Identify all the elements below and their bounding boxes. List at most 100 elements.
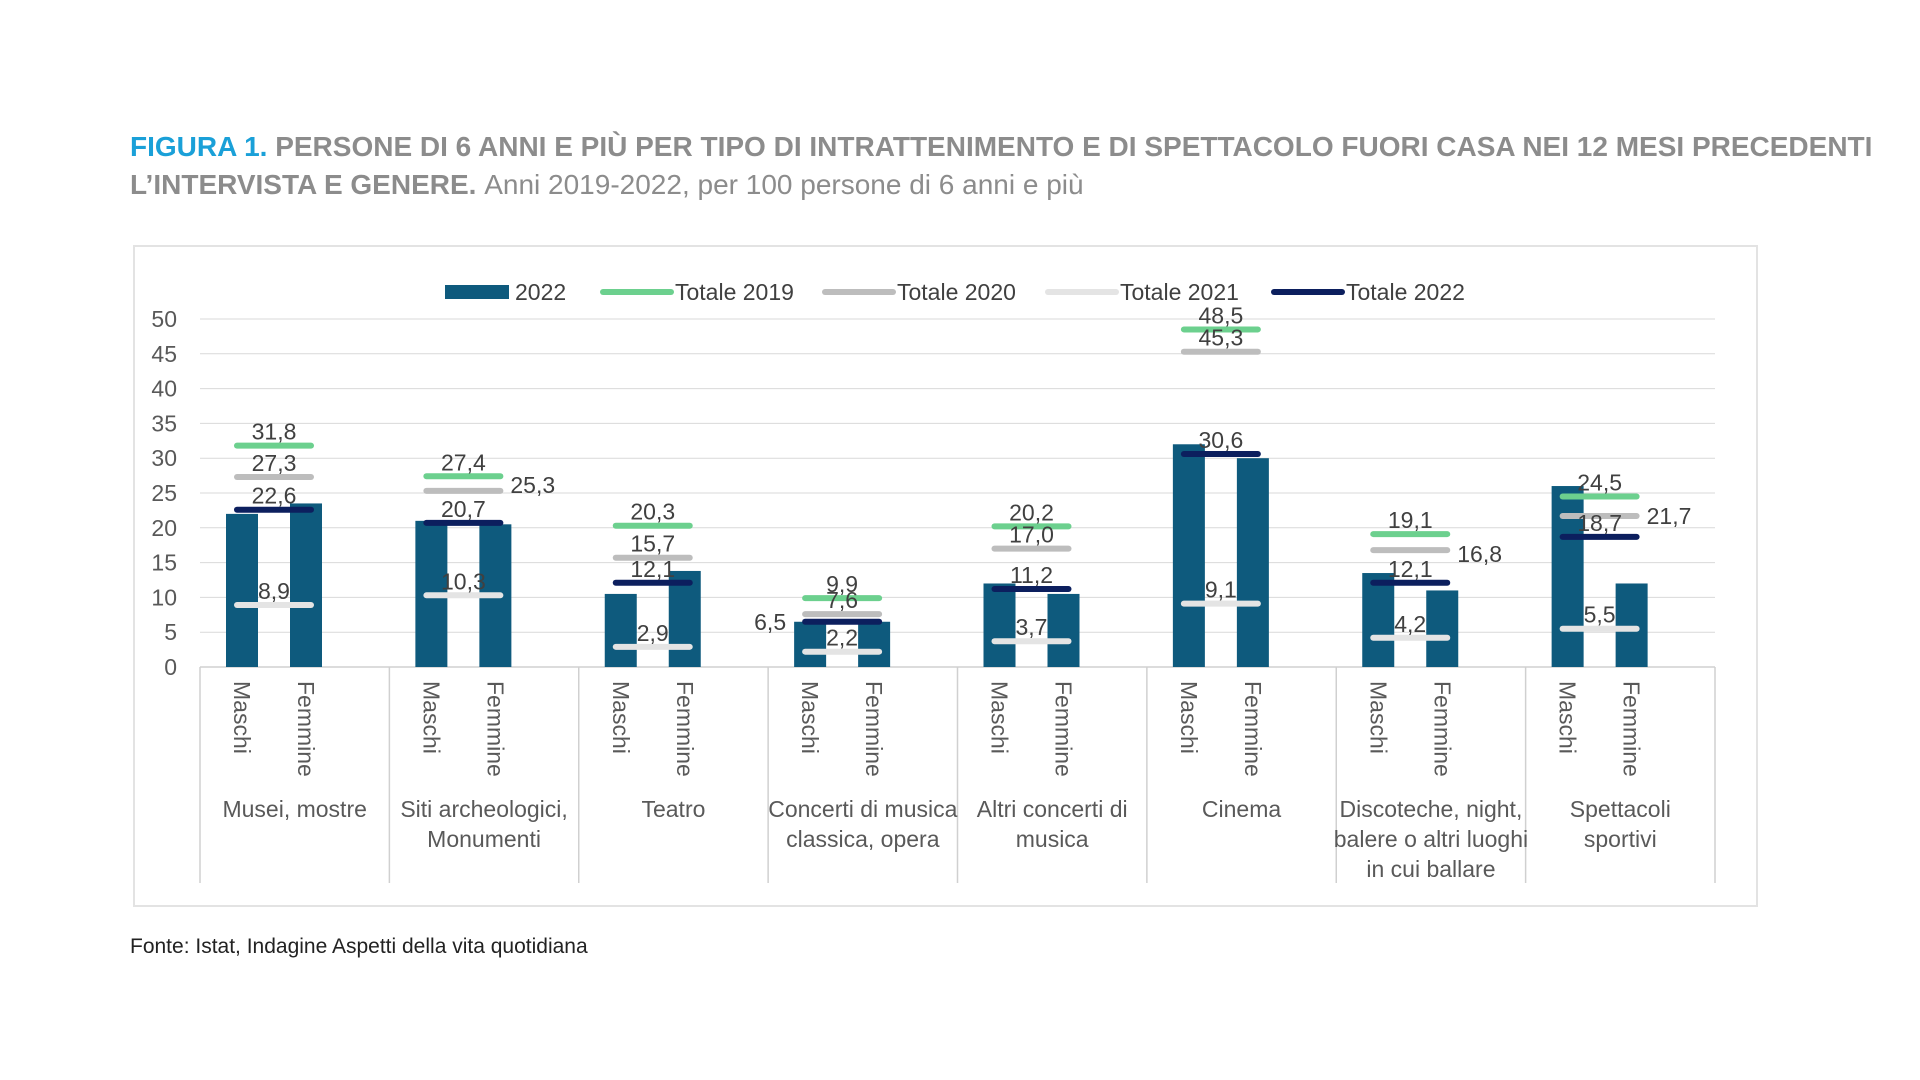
category-label: Discoteche, night,: [1340, 796, 1523, 822]
category-label: Monumenti: [427, 826, 541, 852]
title-text-1: PERSONE DI 6 ANNI E PIÙ PER TIPO DI INTR…: [275, 131, 1873, 162]
category-label: balere o altri luoghi: [1334, 826, 1528, 852]
y-tick-label: 0: [164, 654, 177, 680]
y-tick-label: 10: [151, 584, 177, 610]
category-label: Musei, mostre: [222, 796, 366, 822]
total-value-label: 5,5: [1584, 602, 1616, 628]
bar-femmine: [668, 570, 701, 667]
y-tick-label: 40: [151, 376, 177, 402]
total-value-label: 16,8: [1457, 541, 1502, 567]
category-label: Siti archeologici,: [400, 796, 567, 822]
gender-label-femmine: Femmine: [1619, 681, 1645, 777]
figure-label: FIGURA 1.: [130, 131, 268, 162]
total-value-label: 3,7: [1016, 614, 1048, 640]
total-value-label: 8,9: [258, 578, 290, 604]
bar-femmine: [1426, 590, 1459, 667]
total-value-label: 9,9: [826, 571, 858, 597]
gender-label-maschi: Maschi: [1555, 681, 1581, 754]
legend-label: Totale 2022: [1346, 279, 1465, 305]
total-value-label: 2,2: [826, 625, 858, 651]
y-tick-label: 25: [151, 480, 177, 506]
category-label: Teatro: [641, 796, 705, 822]
subtitle: Anni 2019-2022, per 100 persone di 6 ann…: [484, 169, 1084, 200]
total-value-label: 30,6: [1198, 427, 1243, 453]
gender-label-femmine: Femmine: [672, 681, 698, 777]
figure-title: FIGURA 1. PERSONE DI 6 ANNI E PIÙ PER TI…: [130, 128, 1872, 204]
title-line-2: L’INTERVISTA E GENERE. Anni 2019-2022, p…: [130, 166, 1830, 204]
bar-femmine: [1236, 458, 1269, 667]
gender-label-maschi: Maschi: [987, 681, 1013, 754]
total-value-label: 12,1: [1388, 556, 1433, 582]
total-value-label: 22,6: [252, 483, 297, 509]
total-value-label: 11,2: [1010, 562, 1053, 588]
bar-maschi: [794, 621, 827, 667]
gender-label-maschi: Maschi: [229, 681, 255, 754]
gender-label-femmine: Femmine: [1051, 681, 1077, 777]
total-value-label: 7,6: [826, 587, 858, 613]
category-label: musica: [1016, 826, 1089, 852]
total-value-label: 17,0: [1009, 522, 1054, 548]
category-label: classica, opera: [786, 826, 940, 852]
bar-maschi: [1172, 444, 1205, 667]
category-label: Cinema: [1202, 796, 1281, 822]
total-value-label: 20,3: [630, 499, 675, 525]
total-value-label: 20,2: [1009, 499, 1054, 525]
total-value-label: 48,5: [1198, 302, 1243, 328]
category-label: in cui ballare: [1366, 856, 1495, 882]
total-value-label: 15,7: [630, 531, 675, 557]
legend-label: 2022: [515, 279, 566, 305]
title-line-1: FIGURA 1. PERSONE DI 6 ANNI E PIÙ PER TI…: [130, 128, 1872, 166]
y-tick-label: 5: [164, 619, 177, 645]
bar-femmine: [1615, 583, 1648, 667]
total-value-label: 2,9: [637, 620, 669, 646]
bar-femmine: [858, 621, 891, 667]
legend-label: Totale 2019: [675, 279, 794, 305]
bar-maschi: [1362, 573, 1395, 667]
y-tick-label: 50: [151, 306, 177, 332]
legend-label: Totale 2020: [897, 279, 1016, 305]
total-value-label: 12,1: [630, 556, 675, 582]
category-label: sportivi: [1584, 826, 1657, 852]
chart-frame: 0 5 10 15 20 25 30 35 40 45 50 2022 Totale 2019 Total…: [133, 245, 1758, 907]
gender-label-femmine: Femmine: [1240, 681, 1266, 777]
y-tick-label: 45: [151, 341, 177, 367]
total-value-label: 18,7: [1577, 510, 1622, 536]
gender-label-maschi: Maschi: [1176, 681, 1202, 754]
source-note: Fonte: Istat, Indagine Aspetti della vit…: [130, 935, 588, 958]
gender-label-maschi: Maschi: [608, 681, 634, 754]
total-value-label: 31,8: [252, 419, 297, 445]
category-label: Concerti di musica: [768, 796, 957, 822]
gender-label-femmine: Femmine: [861, 681, 887, 777]
y-tick-label: 30: [151, 445, 177, 471]
chart: 0 5 10 15 20 25 30 35 40 45 50 2022 Totale 2019 Total…: [151, 279, 1716, 883]
y-tick-label: 15: [151, 550, 177, 576]
gender-label-maschi: Maschi: [1365, 681, 1391, 754]
gender-label-maschi: Maschi: [797, 681, 823, 754]
legend-label: Totale 2021: [1120, 279, 1239, 305]
total-value-label: 45,3: [1198, 325, 1243, 351]
gender-label-femmine: Femmine: [482, 681, 508, 777]
gender-label-femmine: Femmine: [293, 681, 319, 777]
gender-label-femmine: Femmine: [1429, 681, 1455, 777]
bar-maschi: [604, 593, 637, 667]
bar-femmine: [290, 503, 322, 667]
total-value-label: 10,3: [441, 568, 486, 594]
total-value-label: 20,7: [441, 496, 486, 522]
y-tick-label: 35: [151, 410, 177, 436]
total-value-label: 27,4: [441, 449, 486, 475]
total-value-label: 21,7: [1647, 503, 1692, 529]
category-label: Spettacoli: [1570, 796, 1671, 822]
bar-value-label: 6,5: [754, 609, 786, 635]
y-tick-label: 20: [151, 515, 177, 541]
bar-maschi: [226, 513, 258, 667]
total-value-label: 4,2: [1394, 611, 1426, 637]
total-value-label: 27,3: [252, 450, 297, 476]
legend-swatch: [445, 285, 509, 299]
total-value-label: 25,3: [510, 472, 555, 498]
bar-maschi: [983, 583, 1016, 667]
total-value-label: 19,1: [1388, 507, 1433, 533]
bar-femmine: [1047, 593, 1080, 667]
total-value-label: 24,5: [1577, 469, 1622, 495]
title-text-2: L’INTERVISTA E GENERE.: [130, 169, 477, 200]
gender-label-maschi: Maschi: [418, 681, 444, 754]
